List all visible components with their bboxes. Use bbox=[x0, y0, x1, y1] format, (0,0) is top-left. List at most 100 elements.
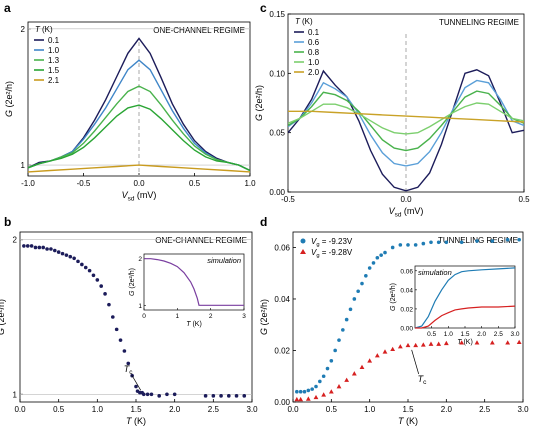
y-tick-label: 1 bbox=[21, 161, 26, 170]
panel-d: d 0.0 0.5 1.0 1.5 2.0 2.5 3.0 0.00 0.02 0.04 0.06 T … bbox=[259, 215, 529, 426]
data-point bbox=[126, 361, 131, 366]
y-tick-label: 0.05 bbox=[269, 129, 285, 138]
y-axis-label: G (2e²/h) bbox=[259, 299, 269, 335]
data-point bbox=[99, 284, 103, 288]
y-axis-label: G (2e²/h) bbox=[254, 85, 264, 121]
y-axis-label: G (2e²/h) bbox=[4, 81, 14, 117]
data-point bbox=[318, 379, 322, 384]
data-point bbox=[219, 394, 223, 398]
data-point bbox=[60, 251, 65, 256]
data-point bbox=[165, 392, 169, 397]
data-point bbox=[444, 240, 449, 245]
legend-label: 2.0 bbox=[308, 68, 320, 77]
data-point bbox=[49, 247, 53, 251]
data-point bbox=[242, 394, 247, 398]
data-point bbox=[302, 389, 307, 394]
data-point bbox=[379, 253, 383, 257]
x-tick-label: 3.0 bbox=[517, 405, 529, 414]
data-point bbox=[375, 255, 380, 260]
data-point bbox=[157, 394, 161, 398]
legend-marker bbox=[300, 249, 306, 254]
panel-label: b bbox=[4, 215, 11, 229]
panel-c: c -0.5 0.0 0.5 0.00 0.05 0.10 0.15 Vsd (mV) G (2e… bbox=[254, 1, 530, 219]
data-point bbox=[87, 268, 92, 273]
data-point bbox=[33, 245, 38, 250]
data-point bbox=[383, 250, 387, 255]
x-tick-label: 2.5 bbox=[208, 405, 220, 414]
annotation-tc: Tc bbox=[124, 364, 134, 376]
x-axis-label: T (K) bbox=[398, 416, 418, 426]
legend-label: 1.5 bbox=[48, 66, 60, 75]
y-tick-label: 0.10 bbox=[269, 69, 285, 78]
data-point bbox=[374, 353, 380, 358]
data-point bbox=[341, 328, 345, 332]
data-point bbox=[295, 389, 299, 394]
data-point bbox=[325, 366, 330, 371]
x-tick-label: 0.0 bbox=[133, 179, 145, 188]
x-axis-label: T (K) bbox=[126, 416, 146, 426]
legend-label: 2.1 bbox=[48, 76, 60, 85]
inset-x-tick-label: 2.5 bbox=[494, 331, 503, 338]
x-tick-label: 1.0 bbox=[244, 179, 256, 188]
inset-x-axis-label: T (K) bbox=[186, 321, 202, 328]
data-point bbox=[406, 243, 410, 247]
legend-label: Vg = -9.28V bbox=[311, 248, 353, 259]
legend-label: 1.3 bbox=[48, 56, 60, 65]
series-line-1.0 bbox=[288, 102, 524, 135]
inset-x-tick-label: 1.0 bbox=[444, 331, 453, 338]
inset: 0.5 1.0 1.5 2.0 2.5 3.0 0.00 0.02 0.04 0.06 T (K) G… bbox=[390, 265, 520, 346]
inset-series-line bbox=[415, 305, 516, 329]
data-point bbox=[83, 265, 88, 270]
series-line-2.0 bbox=[288, 110, 524, 123]
data-point bbox=[329, 358, 334, 363]
y-tick-label: 0.04 bbox=[274, 295, 290, 304]
x-axis-label: Vsd (mV) bbox=[122, 190, 157, 203]
data-point bbox=[360, 281, 364, 286]
x-tick-label: -1.0 bbox=[21, 179, 35, 188]
y-axis-label: G (2e²/h) bbox=[0, 299, 6, 335]
panel-title: ONE-CHANNEL REGIME bbox=[153, 26, 245, 35]
data-point bbox=[352, 297, 357, 301]
data-point bbox=[45, 247, 49, 251]
legend-label: 1.0 bbox=[308, 58, 320, 67]
data-point bbox=[114, 327, 119, 332]
data-point bbox=[367, 358, 373, 363]
data-point bbox=[413, 243, 418, 247]
data-point bbox=[134, 384, 138, 389]
legend-label: 0.6 bbox=[308, 38, 320, 47]
inset-x-tick-label: 0.5 bbox=[427, 331, 436, 338]
y-tick-label: 0.00 bbox=[274, 398, 290, 407]
data-point bbox=[505, 237, 510, 242]
data-layer bbox=[22, 244, 247, 398]
series-line-2.1 bbox=[28, 164, 250, 173]
data-point bbox=[398, 243, 403, 247]
data-point bbox=[314, 384, 318, 389]
data-point bbox=[29, 244, 34, 248]
data-point bbox=[294, 396, 300, 402]
inset-title: simulation bbox=[207, 256, 241, 265]
data-point bbox=[436, 240, 441, 245]
y-tick-label: 0.02 bbox=[274, 346, 290, 355]
data-point bbox=[227, 394, 231, 398]
y-tick-label: 0.15 bbox=[269, 10, 285, 19]
data-point bbox=[64, 253, 69, 257]
data-point bbox=[37, 245, 42, 250]
data-point bbox=[356, 289, 360, 294]
data-point bbox=[344, 317, 349, 322]
inset-y-tick-label: 0.04 bbox=[400, 287, 413, 294]
data-point bbox=[517, 237, 521, 242]
data-layer bbox=[294, 237, 522, 402]
data-point bbox=[56, 250, 61, 254]
x-tick-label: 2.0 bbox=[441, 405, 453, 414]
inset-series-line bbox=[414, 267, 516, 329]
data-point bbox=[474, 340, 480, 345]
data-point bbox=[505, 340, 511, 345]
data-point bbox=[234, 394, 239, 398]
data-point bbox=[371, 261, 376, 265]
inset-x-tick-label: 1 bbox=[176, 313, 180, 320]
data-point bbox=[313, 394, 319, 400]
data-point bbox=[95, 278, 100, 282]
data-point bbox=[122, 349, 127, 353]
inset-y-axis-label: G (2e²/h) bbox=[129, 268, 136, 296]
